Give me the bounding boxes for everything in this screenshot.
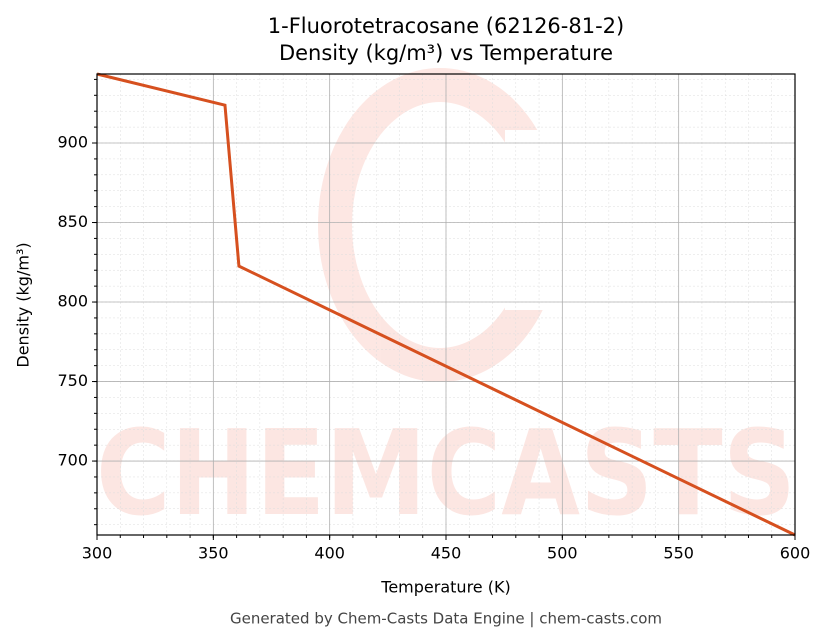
x-tick-label: 600 [780,544,811,563]
watermark-logo [318,68,562,382]
x-tick-label: 400 [314,544,345,563]
y-tick-label: 900 [57,133,88,152]
chart-title: 1-Fluorotetracosane (62126-81-2) [268,14,624,38]
y-tick-label: 700 [57,451,88,470]
chart-subtitle: Density (kg/m³) vs Temperature [279,41,613,65]
watermark-gap [505,130,575,310]
x-tick-label: 350 [198,544,229,563]
data-line [96,72,796,537]
y-tick-label: 850 [57,212,88,231]
y-tick-label: 750 [57,371,88,390]
y-tick-label: 800 [57,292,88,311]
footer: Generated by Chem-Casts Data Engine | ch… [230,610,662,628]
x-tick-label: 550 [663,544,694,563]
y-axis-label: Density (kg/m³) [14,242,33,367]
plot-frame [96,73,796,536]
x-tick-label: 500 [547,544,578,563]
x-tick-label: 300 [82,544,113,563]
x-tick-label: 450 [431,544,462,563]
x-axis-label: Temperature (K) [380,578,510,597]
